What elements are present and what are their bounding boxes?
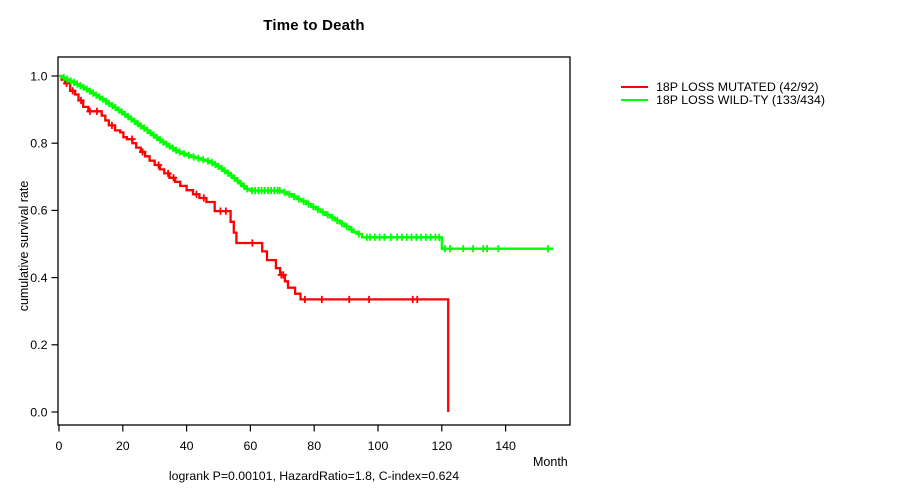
stats-footnote: logrank P=0.00101, HazardRatio=1.8, C-in… — [168, 469, 460, 483]
x-tick-label: 120 — [431, 439, 452, 453]
x-tick-label: 80 — [307, 439, 321, 453]
y-tick-label: 0.8 — [30, 137, 47, 151]
y-axis-title: cumulative survival rate — [17, 180, 31, 312]
chart-title: Time to Death — [263, 17, 365, 34]
legend-line-swatch — [621, 98, 648, 102]
legend-item-wildtype: 18P LOSS WILD-TY (133/434) — [621, 93, 825, 108]
legend-item-mutated: 18P LOSS MUTATED (42/92) — [621, 79, 825, 94]
y-tick-label: 0.0 — [30, 405, 47, 419]
y-tick-label: 0.2 — [30, 338, 47, 352]
x-tick-label: 0 — [56, 439, 63, 453]
y-tick-label: 0.6 — [30, 204, 47, 218]
x-tick-label: 100 — [368, 439, 389, 453]
x-tick-label: 140 — [495, 439, 516, 453]
legend: 18P LOSS MUTATED (42/92) 18P LOSS WILD-TY… — [621, 80, 825, 107]
plot-frame — [57, 56, 571, 426]
legend-label: 18P LOSS MUTATED (42/92) — [656, 79, 819, 94]
y-tick-label: 1.0 — [30, 69, 47, 83]
survival-curve-wildtype — [59, 74, 554, 250]
x-tick-label: 60 — [244, 439, 258, 453]
x-tick-label: 20 — [116, 439, 130, 453]
y-tick-label: 0.4 — [30, 271, 47, 285]
x-axis-title: Month — [533, 455, 568, 469]
legend-line-swatch — [621, 85, 648, 88]
legend-label: 18P LOSS WILD-TY (133/434) — [656, 93, 825, 108]
survival-curve-mutated — [59, 74, 450, 412]
x-tick-label: 40 — [180, 439, 194, 453]
